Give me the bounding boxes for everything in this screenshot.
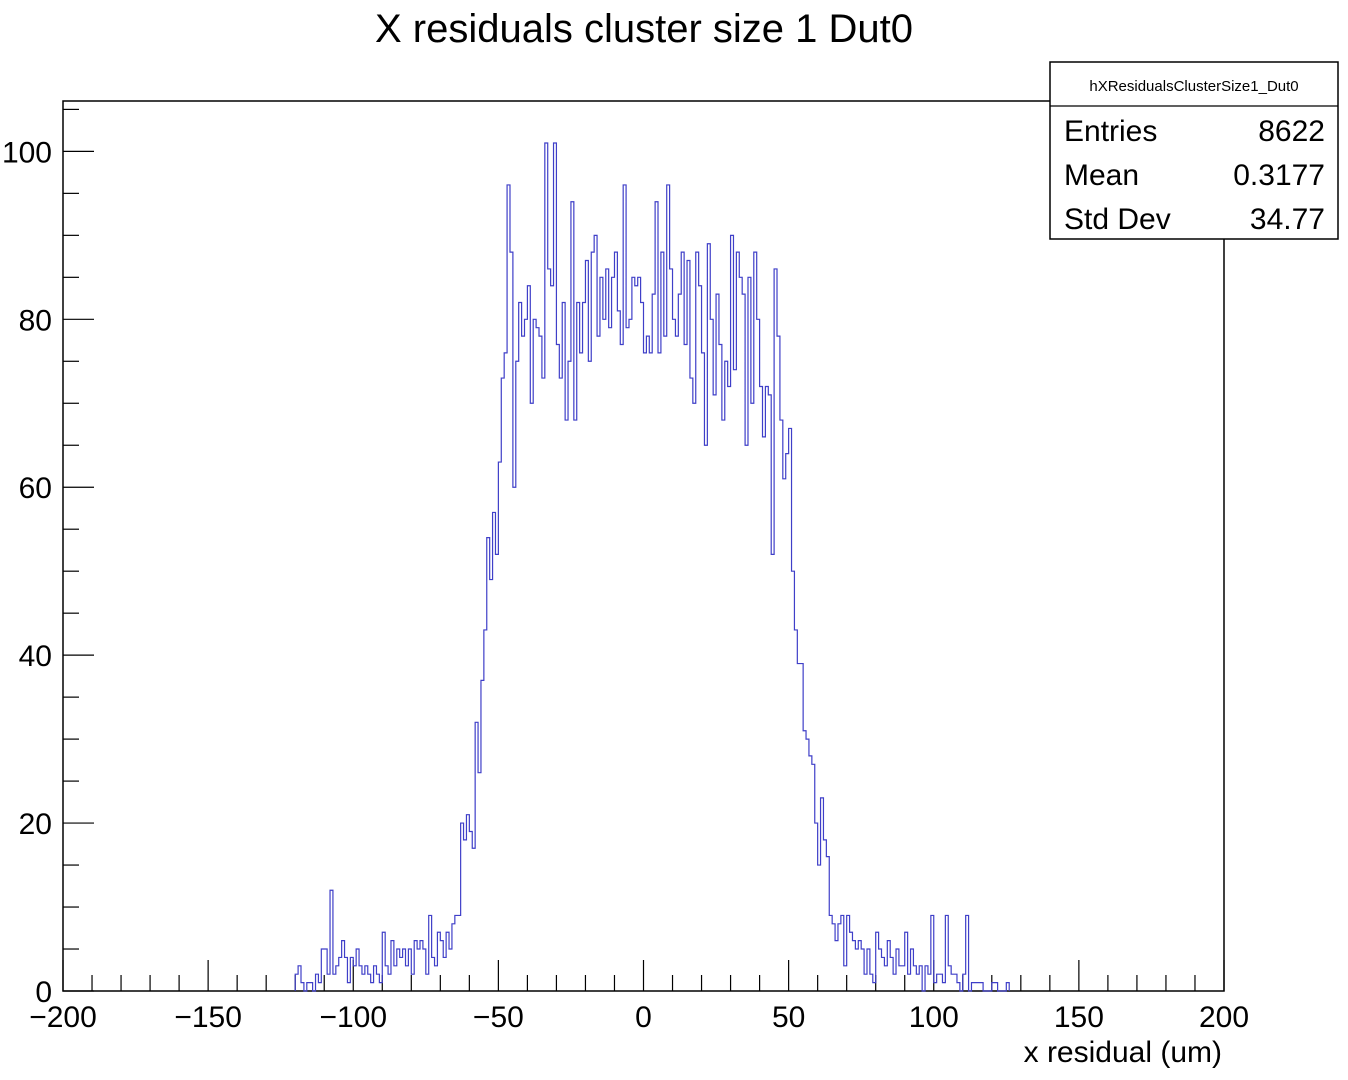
stats-mean-label: Mean [1064,159,1139,192]
stats-stddev-label: Std Dev [1064,203,1171,236]
axis-ticks [62,108,1225,992]
x-tick-label: 150 [1054,1001,1104,1034]
x-tick-label: −150 [174,1001,242,1034]
x-tick-label: −50 [473,1001,524,1034]
stats-mean-value: 0.3177 [1233,159,1325,192]
x-tick-labels: −200 −150 −100 −50 0 50 100 150 200 [29,1001,1249,1034]
x-tick-label: 100 [909,1001,959,1034]
stats-stddev-value: 34.77 [1250,203,1325,236]
stats-entries-value: 8622 [1258,115,1325,148]
y-tick-label: 0 [35,976,52,1009]
stats-box: hXResidualsClusterSize1_Dut0 Entries 862… [1049,61,1339,240]
y-tick-labels: 0 20 40 60 80 100 [2,136,52,1009]
x-axis-label: x residual (um) [1024,1036,1222,1069]
x-tick-label: 200 [1199,1001,1249,1034]
stats-entries-label: Entries [1064,115,1157,148]
y-tick-label: 60 [19,472,52,505]
stats-box-frame [1049,61,1339,240]
x-tick-label: −100 [319,1001,387,1034]
y-tick-label: 20 [19,808,52,841]
chart-title: X residuals cluster size 1 Dut0 [375,7,913,51]
x-tick-label: 50 [772,1001,805,1034]
x-tick-label: −200 [29,1001,97,1034]
y-tick-label: 100 [2,136,52,169]
y-tick-label: 40 [19,640,52,673]
histogram-series-line [294,142,1010,992]
y-tick-label: 80 [19,304,52,337]
stats-box-name: hXResidualsClusterSize1_Dut0 [1089,78,1298,95]
x-tick-label: 0 [635,1001,652,1034]
